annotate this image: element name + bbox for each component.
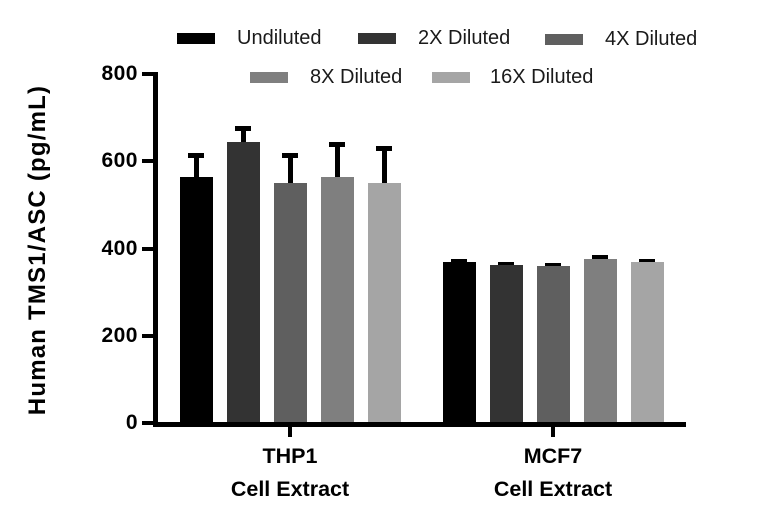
y-tick-label: 600 (101, 149, 138, 173)
bar (630, 262, 664, 425)
bar (320, 177, 354, 425)
x-category-label-line: Cell Extract (493, 477, 613, 501)
y-axis-line (153, 72, 158, 427)
error-bar-cap (639, 258, 655, 264)
legend-swatch (177, 33, 215, 44)
x-category-label-line: Cell Extract (230, 477, 350, 501)
y-tick-mark (142, 72, 154, 76)
error-bar-stem (193, 152, 199, 177)
error-bar-cap (592, 255, 608, 261)
bar (442, 262, 476, 425)
x-category-label: THP1 Cell Extract (231, 440, 349, 506)
bar (536, 266, 570, 425)
error-bar-cap (282, 152, 298, 158)
legend-label: 2X Diluted (418, 27, 511, 49)
legend-swatch (358, 33, 396, 44)
y-axis-title: Human TMS1/ASC (pg/mL) (24, 84, 51, 416)
x-category-label-line: MCF7 (523, 444, 583, 468)
legend-label: Undiluted (237, 27, 322, 49)
error-bar-cap (235, 126, 251, 132)
x-tick-mark (288, 427, 292, 437)
y-tick-mark (142, 159, 154, 164)
bar (179, 176, 213, 425)
y-tick-mark (142, 333, 154, 338)
error-bar-cap (451, 258, 467, 264)
y-tick-mark (142, 246, 154, 251)
error-bar-cap (545, 263, 561, 269)
error-bar-stem (334, 142, 340, 178)
bar (273, 182, 307, 425)
y-tick-label: 400 (101, 236, 138, 260)
bar (489, 264, 523, 425)
legend-swatch (432, 72, 470, 83)
x-tick-mark (551, 427, 555, 437)
error-bar-stem (381, 145, 387, 184)
bar (583, 258, 617, 425)
x-category-label-line: THP1 (262, 444, 318, 468)
legend-label: 4X Diluted (605, 28, 698, 50)
error-bar-cap (188, 152, 204, 158)
legend-label: 8X Diluted (310, 66, 403, 88)
y-tick-label: 0 (125, 411, 138, 434)
legend-swatch (250, 72, 288, 83)
bar (367, 183, 401, 425)
error-bar-stem (287, 152, 293, 183)
y-tick-label: 200 (101, 323, 138, 347)
x-category-label: MCF7 Cell Extract (494, 440, 612, 506)
legend-label: 16X Diluted (490, 66, 594, 88)
error-bar-stem (240, 126, 246, 143)
error-bar-cap (376, 145, 392, 151)
y-tick-label: 800 (101, 62, 138, 85)
error-bar-cap (498, 261, 514, 267)
bar (226, 142, 260, 425)
y-tick-mark (142, 421, 154, 425)
error-bar-cap (329, 142, 345, 148)
x-axis-line (153, 422, 686, 427)
legend-swatch (545, 34, 583, 45)
